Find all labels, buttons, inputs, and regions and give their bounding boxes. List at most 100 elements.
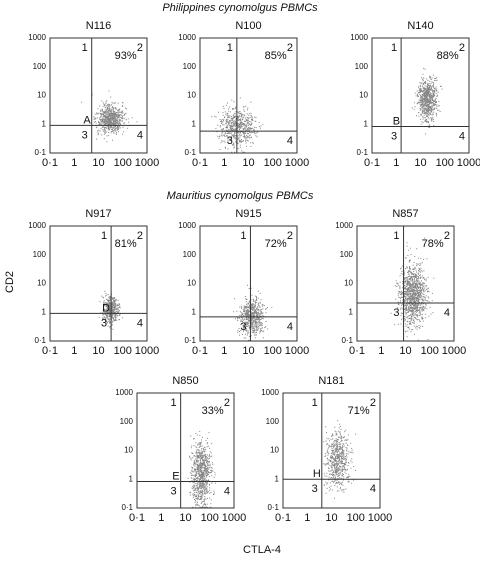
y-tick-label: 1000 [350,33,368,42]
plot-box [356,225,455,342]
y-tick-label: 1 [192,119,197,128]
gate-letter: A [83,114,91,126]
plot-box [49,225,148,342]
percent: 78% [422,238,444,250]
y-tick-label: 10 [187,279,196,288]
event-dots [187,430,217,508]
percent: 85% [265,50,287,62]
x-tick-label: 0·1 [275,512,291,524]
panel-name: N857 [392,208,418,220]
y-tick-label: 0·1 [356,148,368,157]
percent: 71% [348,405,370,417]
x-tick-label: 1 [158,512,164,524]
x-tick-label: 100 [201,512,219,524]
y-tick-label: 1 [129,474,134,483]
panel-name: N100 [235,20,261,32]
y-tick-label: 100 [33,62,47,71]
y-tick-label: 1000 [115,388,133,397]
y-tick-label: 1000 [28,221,46,230]
gate-letter: B [393,115,400,127]
percent: 93% [115,50,137,62]
quadrant-label: 1 [391,42,397,54]
gate-letter: E [172,470,179,482]
quadrant-label: 4 [287,321,293,333]
x-tick-label: 1 [304,512,310,524]
y-tick-label: 0·1 [121,503,133,512]
quadrant-label: 2 [137,230,143,242]
x-tick-label: 1 [378,345,384,357]
quadrant-label: 3 [312,483,318,495]
y-tick-label: 10 [187,91,196,100]
x-tick-label: 1 [71,345,77,357]
quadrant-label: 2 [287,42,293,54]
x-tick-label: 10 [179,512,191,524]
y-tick-label: 100 [355,62,369,71]
y-tick-label: 10 [124,446,133,455]
panel-name: N850 [172,375,198,387]
x-tick-label: 1 [393,157,399,169]
quadrant-label: 1 [393,230,399,242]
plot-box [49,37,148,154]
percent: 81% [115,238,137,250]
event-dots [233,284,273,341]
y-tick-label: 100 [340,250,354,259]
x-tick-label: 100 [421,345,439,357]
x-tick-label: 0·1 [349,345,365,357]
quadrant-label: 1 [101,230,107,242]
x-axis-label: CTLA-4 [243,544,281,556]
x-tick-label: 1000 [368,512,392,524]
x-tick-label: 0·1 [192,157,208,169]
y-tick-label: 1000 [178,221,196,230]
x-tick-label: 0·1 [364,157,380,169]
event-dots [321,420,357,499]
x-tick-label: 100 [436,157,454,169]
x-tick-label: 10 [399,345,411,357]
plot-box [136,392,235,509]
x-tick-label: 1000 [222,512,246,524]
y-tick-label: 100 [33,250,47,259]
x-tick-label: 1000 [285,157,309,169]
y-tick-label: 0·1 [341,336,353,345]
y-tick-label: 0·1 [34,148,46,157]
quadrant-label: 3 [171,485,177,497]
quadrant-label: 4 [137,129,143,141]
x-tick-label: 100 [264,157,282,169]
percent: 72% [265,238,287,250]
panel-name: N116 [86,20,111,32]
event-dots [390,237,435,341]
x-tick-label: 1000 [442,345,466,357]
x-tick-label: 1000 [135,157,159,169]
panel-name: N917 [85,208,111,220]
x-tick-label: 1000 [457,157,480,169]
y-tick-label: 100 [183,62,197,71]
quadrant-label: 4 [370,483,376,495]
y-tick-label: 1 [275,474,280,483]
x-tick-label: 100 [114,157,132,169]
y-tick-label: 1000 [261,388,279,397]
y-tick-label: 10 [37,279,46,288]
x-tick-label: 10 [242,345,254,357]
x-tick-label: 0·1 [42,345,58,357]
quadrant-label: 2 [459,42,465,54]
quadrant-label: 1 [240,230,246,242]
x-tick-label: 10 [325,512,337,524]
quadrant-label: 3 [391,130,397,142]
x-tick-label: 1000 [285,345,309,357]
y-tick-label: 1 [42,119,47,128]
section-title: Philippines cynomolgus PBMCs [162,2,318,14]
quadrant-label: 2 [370,397,376,409]
y-tick-label: 1 [364,119,369,128]
y-tick-label: 0·1 [184,336,196,345]
section-title: Mauritius cynomolgus PBMCs [167,190,314,202]
quadrant-label: 2 [224,397,230,409]
y-tick-label: 1 [42,307,47,316]
quadrant-label: 4 [287,135,293,147]
quadrant-label: 3 [82,129,88,141]
event-dots [81,90,138,143]
x-tick-label: 10 [92,345,104,357]
y-tick-label: 1000 [178,33,196,42]
y-tick-label: 1000 [28,33,46,42]
y-tick-label: 1 [192,307,197,316]
quadrant-label: 2 [137,42,143,54]
